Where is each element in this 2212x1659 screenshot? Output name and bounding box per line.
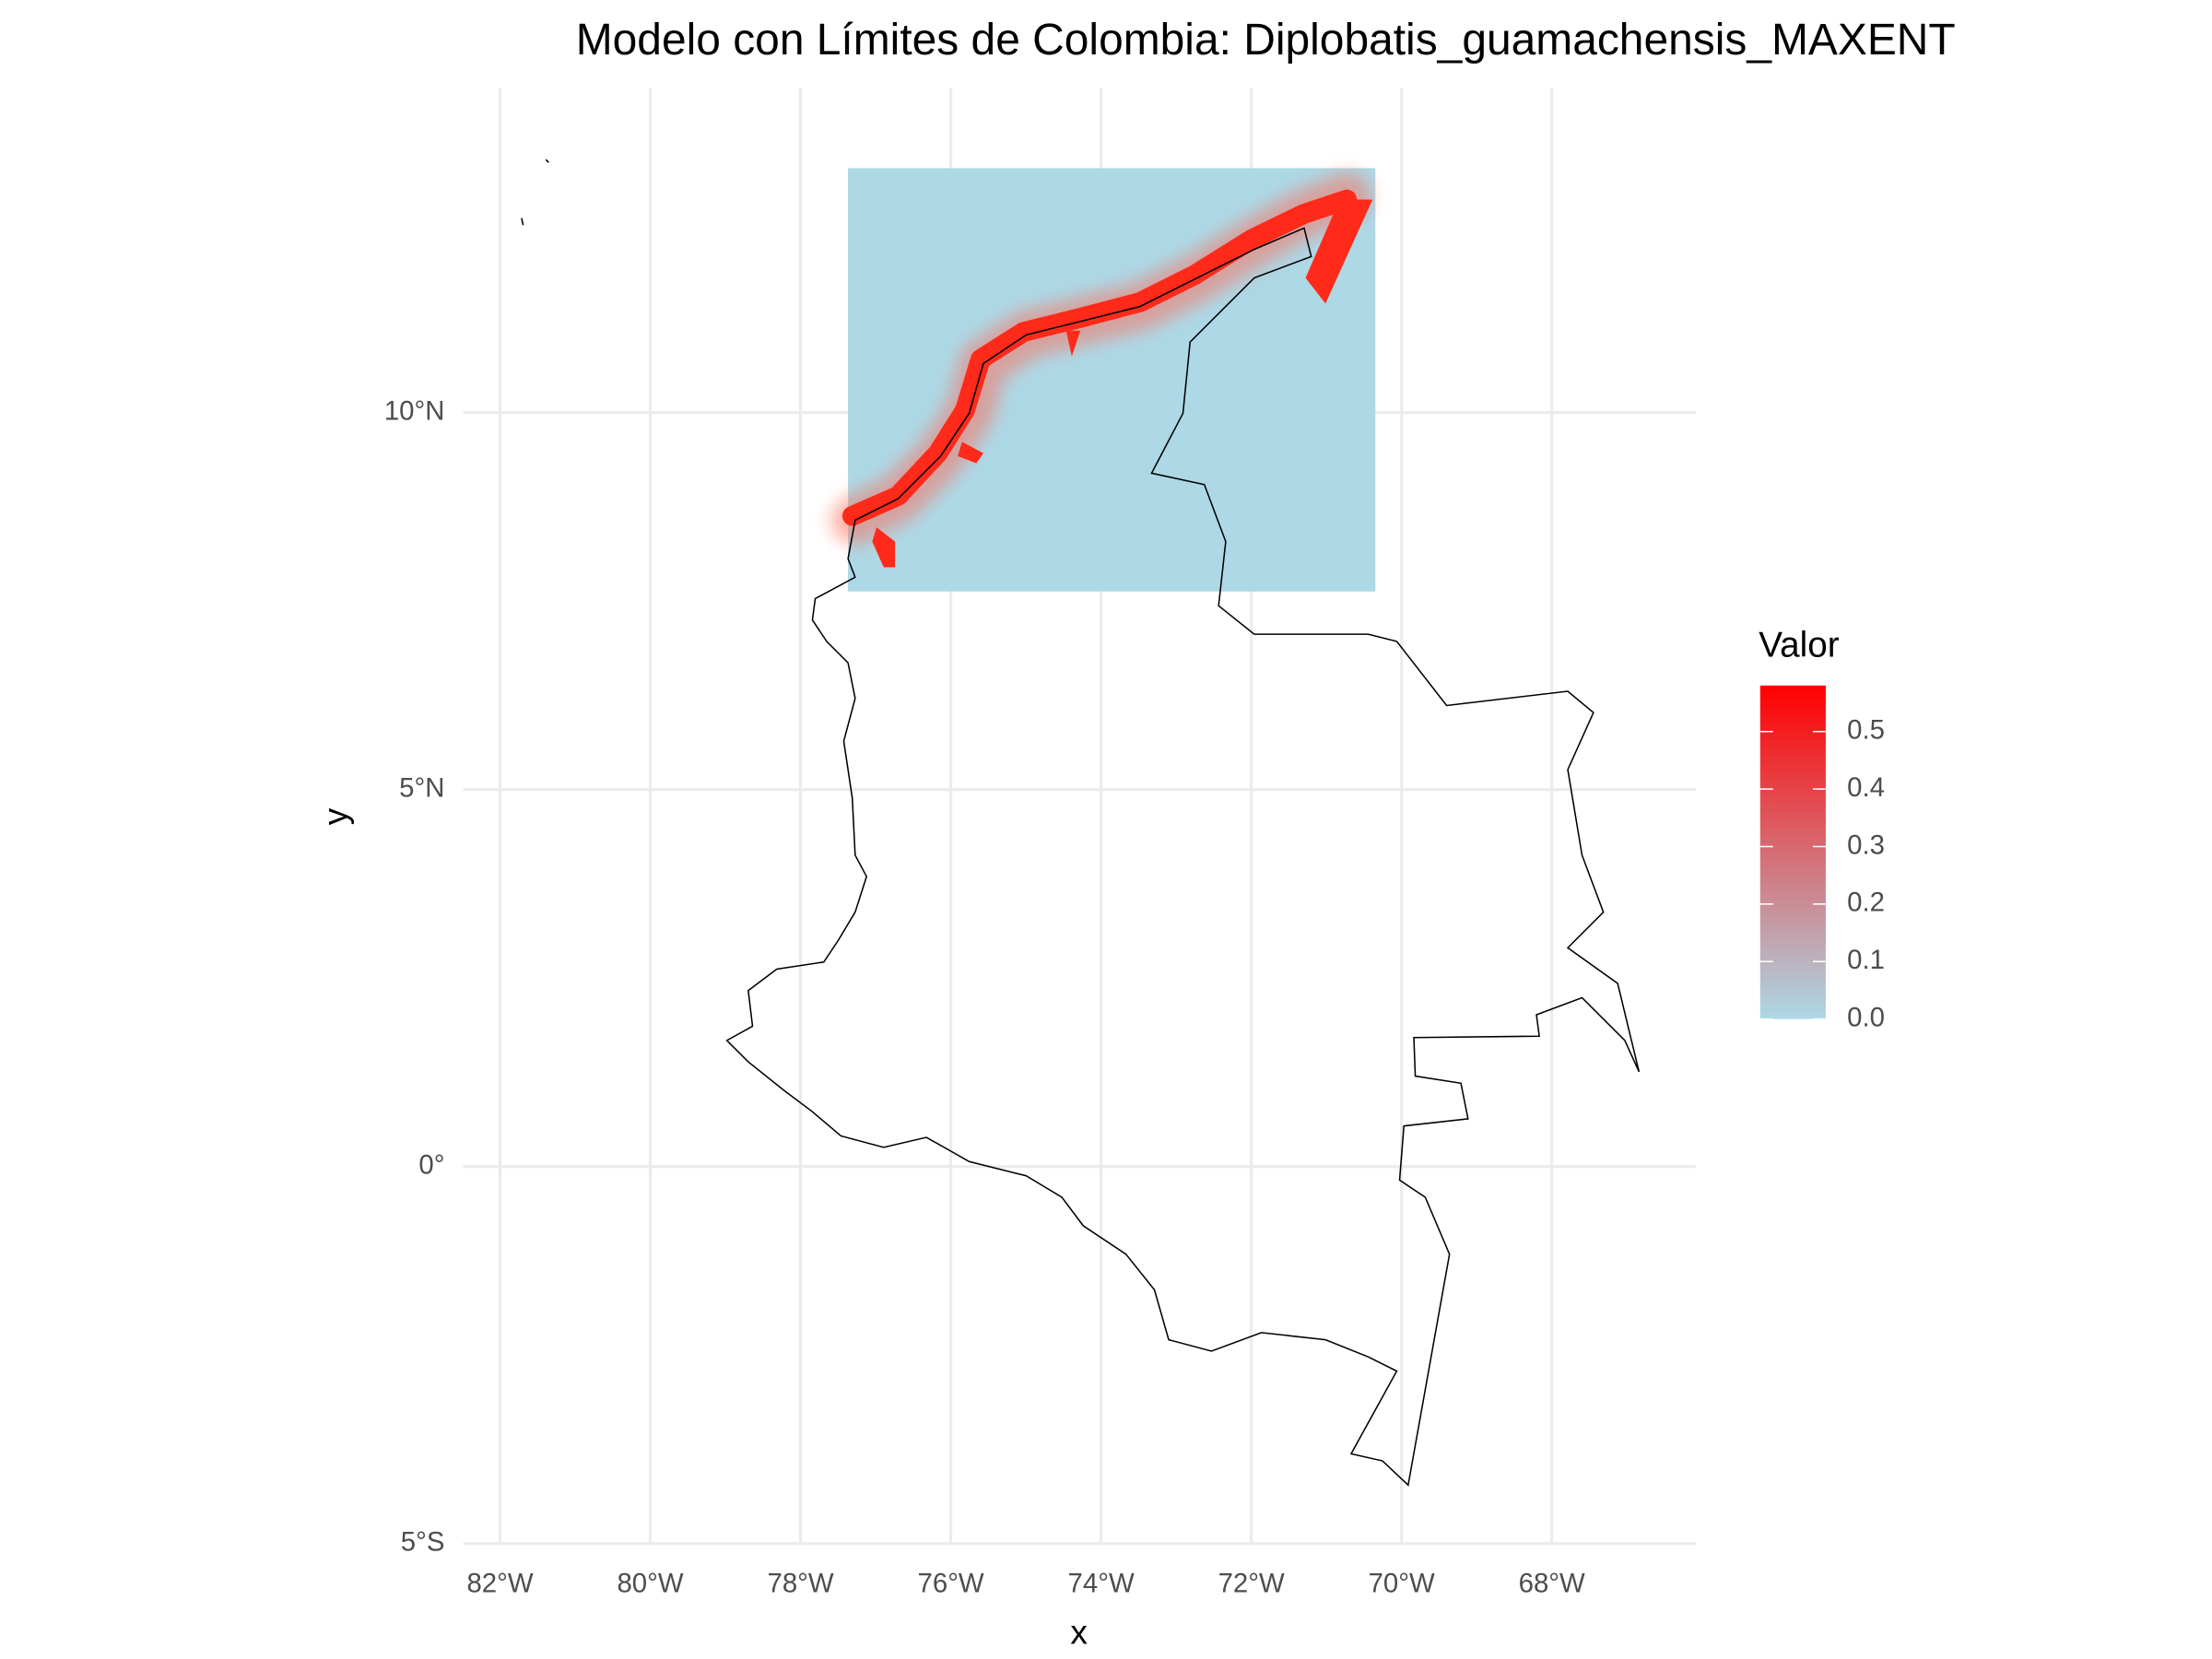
x-tick-label: 72°W xyxy=(1218,1568,1285,1598)
x-axis-title: x xyxy=(1070,1613,1088,1652)
legend-tick-label: 0.4 xyxy=(1847,772,1885,803)
country-outline xyxy=(521,159,1641,1487)
x-tick-label: 76°W xyxy=(918,1568,984,1598)
x-tick-label: 68°W xyxy=(1519,1568,1585,1598)
x-tick-label: 82°W xyxy=(466,1568,533,1598)
y-tick-label: 0° xyxy=(418,1149,444,1180)
y-tick-label: 10°N xyxy=(384,395,445,426)
x-tick-label: 78°W xyxy=(767,1568,833,1598)
legend-tick-label: 0.3 xyxy=(1847,830,1885,860)
axes: 82°W 80°W 78°W 76°W 74°W 72°W 70°W 68°W 5°S 0° 5°N… xyxy=(384,395,1585,1598)
legend-tick-label: 0.0 xyxy=(1847,1002,1885,1032)
legend: 0.0 0.1 0.2 0.3 0.4 0.5 xyxy=(1759,685,1885,1032)
x-tick-label: 70°W xyxy=(1369,1568,1435,1598)
y-tick-label: 5°S xyxy=(401,1527,445,1558)
legend-tick-label: 0.2 xyxy=(1847,888,1885,918)
colorbar xyxy=(1759,685,1826,1019)
x-tick-label: 80°W xyxy=(617,1568,683,1598)
y-axis-title: y xyxy=(315,807,354,825)
legend-tick-label: 0.5 xyxy=(1847,714,1885,745)
chart-title: Modelo con Límites de Colombia: Diplobat… xyxy=(576,16,1956,65)
y-tick-label: 5°N xyxy=(399,772,444,803)
legend-tick-label: 0.1 xyxy=(1847,945,1885,975)
x-tick-label: 74°W xyxy=(1068,1568,1135,1598)
legend-title: Valor xyxy=(1759,625,1839,665)
